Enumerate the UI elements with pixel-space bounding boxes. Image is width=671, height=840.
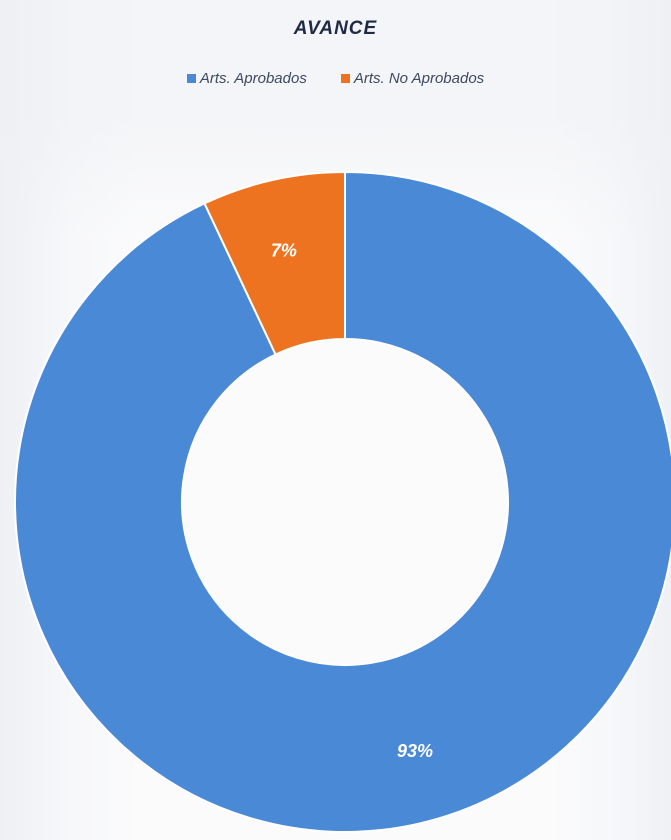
legend-item-no-aprobados: Arts. No Aprobados xyxy=(340,70,485,87)
legend-swatch-aprobados xyxy=(186,74,196,83)
donut-slices xyxy=(14,170,671,833)
chart-title: AVANCE xyxy=(293,18,378,39)
legend-label-aprobados: Arts. Aprobados xyxy=(199,70,307,87)
donut-labels: 93% 7% xyxy=(271,241,433,761)
chart-legend: Arts. Aprobados Arts. No Aprobados xyxy=(0,70,671,87)
donut-slice-no-aprobados xyxy=(203,170,346,356)
donut-label-aprobados: 93% xyxy=(397,741,433,761)
legend-swatch-no-aprobados xyxy=(340,74,350,83)
legend-item-aprobados: Arts. Aprobados xyxy=(186,70,307,87)
donut-label-no-aprobados: 7% xyxy=(271,241,297,261)
donut-slice-aprobados xyxy=(14,170,671,833)
legend-label-no-aprobados: Arts. No Aprobados xyxy=(353,70,485,87)
